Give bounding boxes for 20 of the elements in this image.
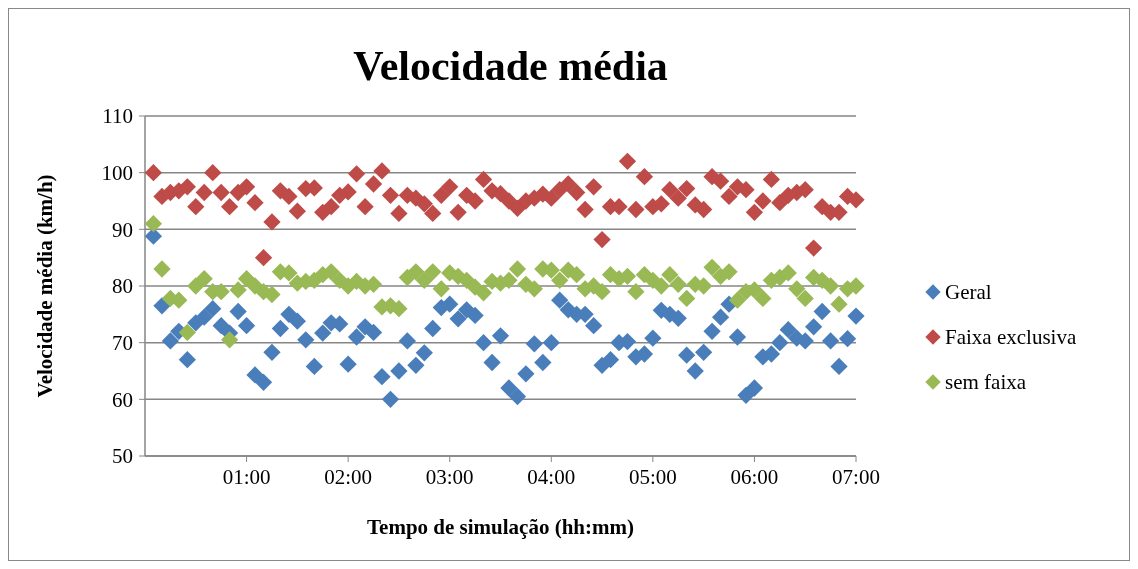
x-tick-label: 06:00 (730, 465, 779, 489)
y-tick-label: 100 (101, 161, 133, 186)
y-tick-label: 80 (112, 274, 133, 299)
x-tick-label: 01:00 (222, 465, 271, 489)
legend-label: Faixa exclusiva (945, 325, 1077, 350)
x-axis-title: Tempo de simulação (hh:mm) (367, 515, 634, 539)
y-axis-title: Velocidade média (km/h) (33, 174, 57, 398)
x-tick-label: 04:00 (527, 465, 576, 489)
chart-title: Velocidade média (353, 43, 668, 89)
y-tick-label: 50 (112, 444, 133, 469)
y-tick-label: 70 (112, 331, 133, 356)
y-tick-label: 110 (102, 104, 133, 129)
x-tick-label: 07:00 (832, 465, 880, 489)
legend-label: sem faixa (945, 370, 1027, 395)
y-tick-label: 90 (112, 217, 133, 242)
x-tick-label: 03:00 (425, 465, 474, 489)
x-tick-label: 02:00 (324, 465, 373, 489)
legend-label: Geral (945, 280, 992, 305)
x-tick-label: 05:00 (628, 465, 677, 489)
y-tick-label: 60 (112, 387, 133, 412)
